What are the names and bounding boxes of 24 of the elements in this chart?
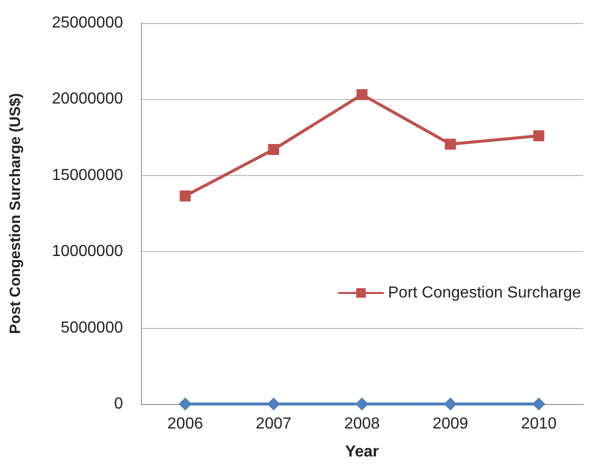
y-tick-label: 15000000 (52, 166, 124, 184)
point (444, 138, 456, 150)
y-tick-label: 0 (114, 396, 124, 412)
point (267, 398, 280, 410)
point (178, 398, 192, 410)
point (356, 398, 368, 410)
x-axis-title: Year (345, 444, 379, 460)
point (180, 190, 191, 202)
x-tick-label: 2007 (256, 416, 292, 432)
y-axis-title: Post Congestion Surcharge (US$) (7, 93, 24, 334)
y-tick-label: 20000000 (52, 90, 124, 108)
point (268, 144, 280, 155)
x-tick-label: 2006 (167, 416, 204, 432)
point (356, 89, 368, 100)
x-tick-label: 2010 (521, 416, 557, 432)
y-tick-label: 25000000 (52, 14, 124, 32)
point (532, 398, 546, 410)
y-tick-label: 10000000 (52, 243, 124, 260)
y-tick-label: 5000000 (60, 319, 124, 336)
point (444, 398, 457, 410)
point (533, 130, 544, 142)
legend-label: Port Congestion Surcharge (388, 284, 582, 302)
x-tick-label: 2009 (432, 416, 468, 432)
x-tick-label: 2008 (344, 416, 380, 432)
